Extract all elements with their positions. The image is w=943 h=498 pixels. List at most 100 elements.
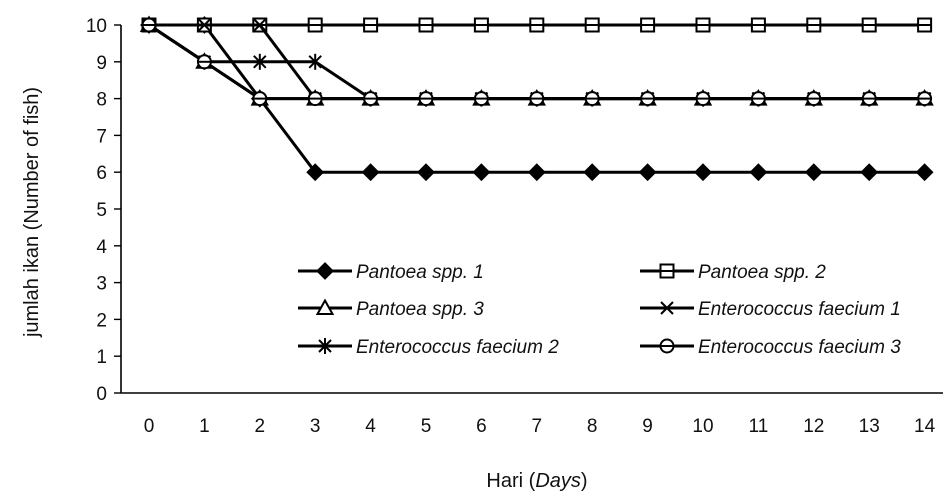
data-point — [915, 163, 934, 182]
legend-item: Pantoea spp. 1 — [298, 262, 484, 283]
data-point — [473, 91, 489, 107]
y-axis-title: jumlah ikan (Number of fish) — [21, 87, 43, 338]
legend-marker — [659, 338, 675, 354]
data-point — [418, 91, 434, 107]
y-tick-label: 0 — [96, 384, 107, 405]
marker-x-b — [197, 18, 212, 32]
x-tick-label: 4 — [365, 416, 376, 437]
x-tick-label: 9 — [642, 416, 653, 437]
data-point — [861, 17, 877, 33]
x-tick-label: 7 — [532, 416, 543, 437]
legend-item: Enterococcus faecium 3 — [640, 337, 901, 358]
x-axis-title-italic: Days — [535, 470, 581, 492]
data-point — [529, 17, 545, 33]
data-point — [417, 163, 435, 182]
legend-marker — [659, 263, 675, 279]
legend: Pantoea spp. 1 Pantoea spp. 2 Pantoea spp.… — [298, 262, 901, 358]
legend-marker — [318, 338, 332, 354]
data-point — [363, 17, 379, 33]
legend-marker — [316, 262, 334, 280]
legend-label: Pantoea spp. 3 — [356, 299, 484, 320]
x-tick-label: 8 — [587, 416, 598, 437]
data-point — [529, 91, 545, 107]
series-layer — [139, 15, 934, 182]
series-line — [148, 23, 925, 101]
x-axis-title-prefix: Hari ( — [486, 470, 535, 492]
y-tick-label: 10 — [86, 16, 107, 37]
data-point — [253, 53, 267, 70]
x-tick-label: 11 — [749, 416, 769, 437]
data-point — [750, 91, 766, 107]
y-tick-label: 9 — [96, 53, 107, 74]
data-point — [141, 17, 157, 33]
data-point — [638, 163, 657, 182]
data-point — [917, 17, 933, 33]
y-tick-label: 7 — [96, 126, 107, 147]
x-tick-label: 14 — [914, 416, 936, 437]
data-point — [196, 54, 212, 70]
legend-label: Pantoea spp. 2 — [698, 262, 826, 283]
data-point — [749, 163, 768, 182]
data-point — [750, 17, 766, 33]
y-tick-label: 4 — [96, 237, 107, 258]
legend-label: Enterococcus faecium 1 — [698, 299, 901, 320]
x-axis-title-suffix: ) — [581, 470, 588, 492]
data-point — [584, 91, 600, 107]
data-point — [418, 17, 434, 33]
data-point — [694, 163, 712, 182]
data-point — [197, 18, 212, 32]
data-point — [695, 17, 711, 33]
x-tick-label: 1 — [199, 416, 210, 437]
data-point — [695, 91, 711, 107]
data-point — [583, 163, 602, 182]
y-tick-label: 5 — [96, 200, 107, 221]
x-tick-label: 10 — [692, 416, 713, 437]
data-point — [584, 17, 600, 33]
marker-x-b — [660, 301, 674, 315]
y-tick-label: 3 — [96, 274, 107, 295]
legend-label: Enterococcus faecium 2 — [356, 337, 559, 358]
legend-marker — [315, 298, 335, 315]
marker-x-b — [253, 18, 267, 32]
data-point — [306, 163, 325, 182]
data-point — [308, 53, 322, 70]
data-point — [640, 91, 656, 107]
data-point — [307, 91, 323, 107]
x-tick-label: 5 — [421, 416, 432, 437]
data-point — [861, 91, 877, 107]
legend-marker — [660, 301, 674, 315]
y-tick-label: 1 — [96, 347, 107, 368]
legend-item: Enterococcus faecium 2 — [298, 337, 559, 358]
data-point — [361, 163, 380, 182]
data-point — [252, 91, 268, 107]
data-point — [917, 91, 933, 107]
data-point — [806, 91, 822, 107]
data-point — [307, 17, 323, 33]
data-point — [253, 18, 267, 32]
x-tick-label: 2 — [255, 416, 266, 437]
data-point — [473, 17, 489, 33]
data-point — [363, 91, 379, 107]
y-tick-label: 8 — [96, 90, 107, 111]
legend-item: Pantoea spp. 3 — [298, 298, 484, 320]
x-tick-label: 3 — [310, 416, 321, 437]
data-point — [860, 163, 879, 182]
data-point — [806, 17, 822, 33]
data-point — [527, 163, 546, 182]
x-tick-label: 0 — [144, 416, 155, 437]
x-tick-label: 6 — [476, 416, 487, 437]
x-tick-label: 13 — [859, 416, 880, 437]
x-tick-label: 12 — [803, 416, 824, 437]
data-point — [640, 17, 656, 33]
y-tick-label: 6 — [96, 163, 107, 184]
x-axis-title: Hari (Days) — [486, 470, 587, 492]
legend-item: Pantoea spp. 2 — [640, 262, 826, 283]
legend-item: Enterococcus faecium 1 — [640, 299, 901, 320]
legend-label: Pantoea spp. 1 — [356, 262, 484, 283]
series-6 — [141, 17, 933, 107]
y-tick-label: 2 — [96, 310, 107, 331]
legend-label: Enterococcus faecium 3 — [698, 337, 901, 358]
